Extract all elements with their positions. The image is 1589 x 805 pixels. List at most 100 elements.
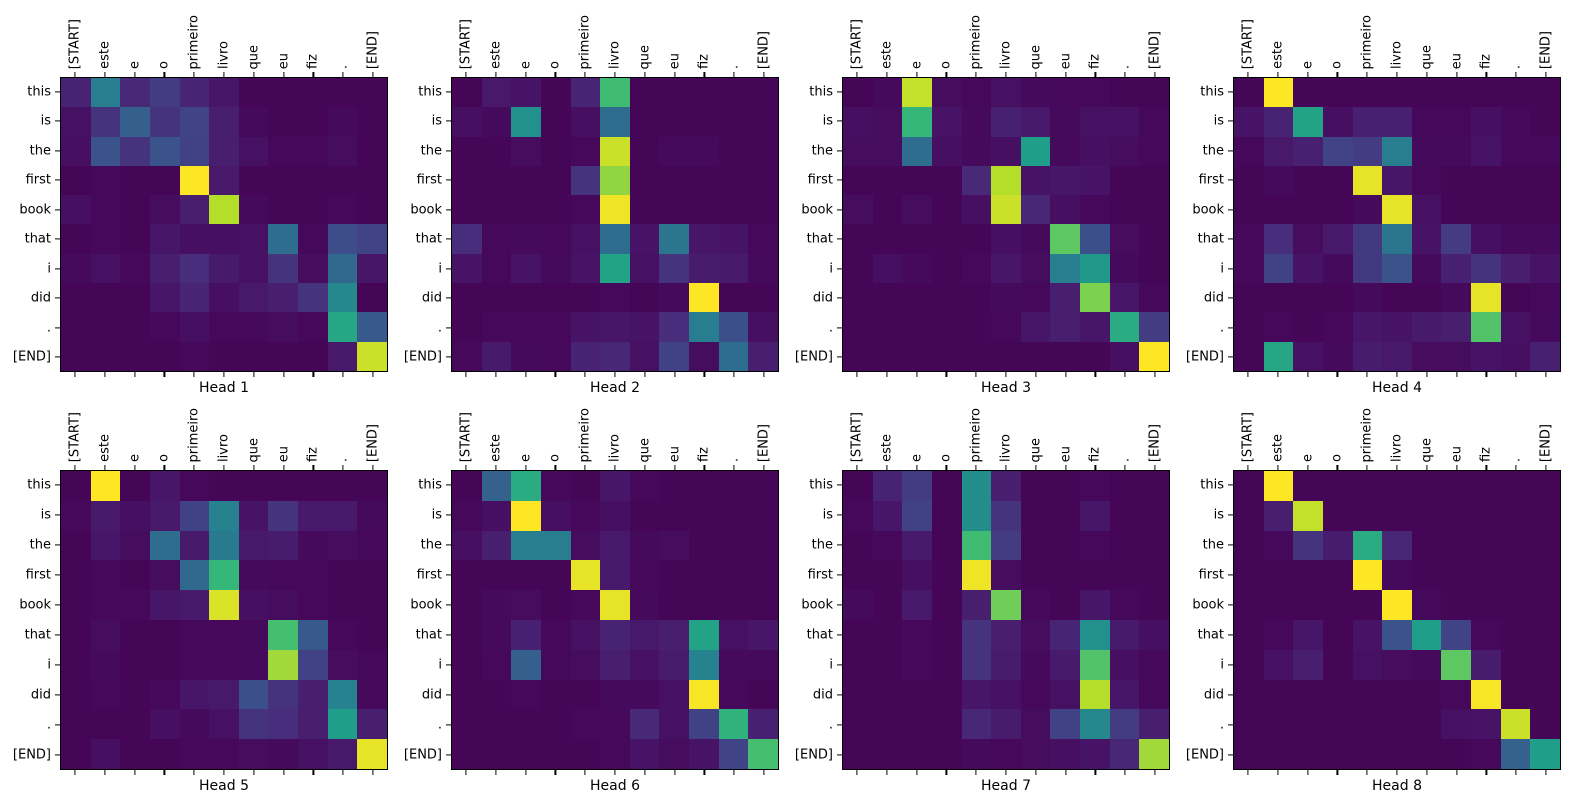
heatmap-cell (872, 195, 903, 225)
x-axis-tick (133, 72, 136, 77)
heatmap-cell (843, 471, 873, 501)
heatmap-cell (90, 283, 121, 313)
x-tick-label: e (909, 454, 925, 462)
x-axis-tick (763, 465, 765, 470)
x-tick-label: este (488, 41, 504, 69)
heatmap-cell (1080, 107, 1110, 137)
heatmap-cell (689, 253, 719, 284)
heatmap-cell (481, 341, 512, 371)
x-axis-tick (1005, 372, 1007, 377)
heatmap-cell (600, 649, 630, 680)
subplot-head-7: Head 7 [START] este e o primeiro livro que eu fi… (795, 408, 1170, 794)
y-axis-tick (55, 664, 60, 666)
y-tick-label: this (1200, 477, 1224, 493)
heatmap-cell (61, 283, 91, 313)
heatmap-cell (540, 709, 571, 740)
x-axis-tick (524, 372, 527, 377)
heatmap-cell (931, 709, 962, 740)
x-axis-tick (1277, 372, 1279, 377)
heatmap-cell (327, 500, 358, 531)
heatmap-cell (1263, 649, 1294, 680)
heatmap-cell (1441, 649, 1472, 680)
y-axis-tick (1228, 356, 1233, 358)
heatmap-cell (689, 107, 719, 137)
heatmap-cell (452, 560, 482, 591)
heatmap-cell (209, 530, 239, 561)
y-axis-tick (1228, 694, 1233, 696)
x-axis-tick (856, 372, 858, 377)
y-tick-label: the (420, 143, 442, 159)
heatmap-cell (149, 739, 180, 769)
heatmap-cell (1411, 312, 1442, 342)
heatmap-cell (1234, 649, 1264, 680)
heatmap-cell (872, 136, 903, 166)
heatmap-cell (748, 195, 778, 225)
heatmap-cell (1500, 107, 1531, 137)
heatmap-cell (1500, 471, 1531, 501)
heatmap-cell (629, 165, 660, 196)
heatmap-cell (149, 195, 180, 225)
x-axis-tick (74, 372, 76, 377)
heatmap-cell (600, 78, 630, 108)
heatmap-cell (149, 136, 180, 166)
heatmap-cell (1500, 136, 1531, 166)
heatmap-cell (629, 107, 660, 137)
heatmap-cell (1234, 107, 1264, 137)
x-axis-tick (945, 465, 947, 470)
x-tick-label: [END] (1147, 30, 1163, 69)
heatmap-cell (1382, 619, 1412, 650)
x-tick-label: que (1028, 44, 1044, 70)
heatmap-cell (1322, 500, 1353, 531)
x-axis-tick (1545, 770, 1547, 775)
x-axis-tick (1277, 72, 1279, 77)
y-axis-tick (446, 356, 451, 358)
heatmap-cell (327, 224, 358, 254)
x-axis-tick (1456, 372, 1458, 377)
heatmap-cell (961, 500, 992, 531)
x-axis-tick (74, 72, 76, 77)
heatmap-cell (902, 312, 932, 342)
x-tick-label: primeiro (968, 407, 984, 463)
heatmap-cell (748, 709, 778, 740)
heatmap-cell (1500, 590, 1531, 620)
heatmap-cell (61, 136, 91, 166)
heatmap-cell (629, 530, 660, 561)
x-axis-tick (1005, 72, 1007, 77)
x-axis-tick (733, 465, 735, 470)
y-axis-tick (55, 268, 60, 270)
heatmap-cell (872, 619, 903, 650)
heatmap-cell (149, 530, 180, 561)
heatmap-cell (931, 679, 962, 710)
heatmap-cell (268, 590, 299, 620)
x-axis-tick (584, 770, 586, 775)
y-axis-tick (446, 754, 451, 756)
heatmap-cell (1263, 253, 1294, 284)
heatmap-cell (209, 312, 239, 342)
heatmap-cell (179, 136, 210, 166)
y-tick-label: is (1213, 507, 1224, 523)
x-axis-tick (584, 72, 586, 77)
attention-heatmap (451, 77, 779, 372)
heatmap-cell (902, 560, 932, 591)
heatmap-cell (1139, 560, 1169, 591)
heatmap-cell (149, 253, 180, 284)
heatmap-cell (61, 739, 91, 769)
heatmap-cell (327, 679, 358, 710)
heatmap-cell (1500, 78, 1531, 108)
heatmap-cell (1020, 530, 1051, 561)
heatmap-cell (120, 224, 150, 254)
heatmap-cell (90, 107, 121, 137)
x-axis-tick (886, 72, 888, 77)
x-tick-label: o (547, 454, 563, 462)
x-axis-tick (104, 372, 106, 377)
heatmap-cell (1322, 312, 1353, 342)
heatmap-cell (268, 165, 299, 196)
attention-heatmap (60, 77, 388, 372)
y-axis-tick (446, 327, 451, 329)
heatmap-cell (1263, 679, 1294, 710)
heatmap-cell (629, 283, 660, 313)
heatmap-cell (1050, 709, 1081, 740)
y-axis-tick (446, 724, 451, 726)
x-axis-tick (703, 770, 706, 775)
heatmap-cell (991, 619, 1021, 650)
